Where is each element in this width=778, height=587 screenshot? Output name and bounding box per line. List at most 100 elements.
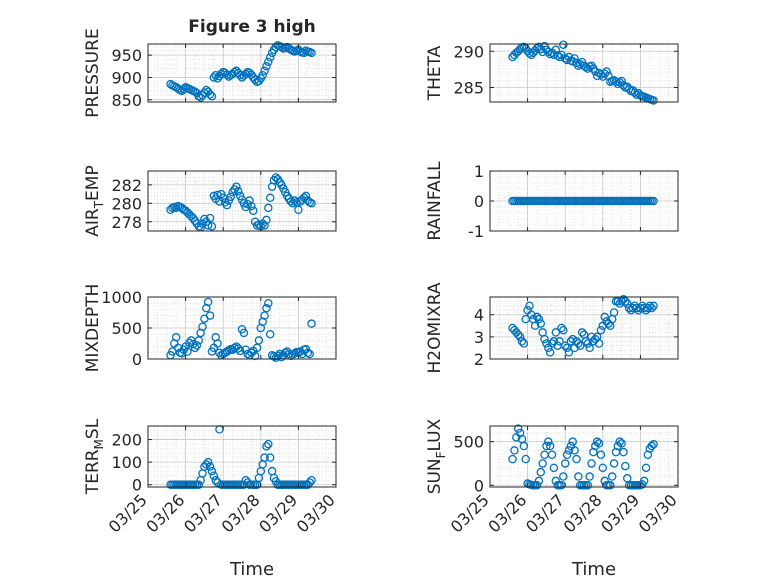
y-tick-label: 500 [453,433,484,452]
data-point [265,329,275,339]
data-point [649,96,658,105]
y-axis-label: THETA [425,45,445,101]
data-point [286,197,296,206]
data-point [536,467,546,477]
data-point [617,76,626,86]
data-point [617,439,626,448]
data-point [615,437,624,446]
data-point [555,337,564,346]
subplot-6: 2 3 4 H2OMIXRA [425,282,679,374]
x-tick-label: 03/25 [105,490,151,536]
data-point [222,200,232,210]
data-point [284,349,294,359]
data-point [649,301,658,311]
data-point [562,450,572,460]
data-point [192,341,202,350]
data-point [235,346,245,356]
subplot-4: -1 0 1 RAINFALL [425,161,679,241]
subplot-8: 0500SUNFLUX03/2503/2603/2703/2803/2903/3… [425,418,681,536]
data-point [602,67,611,76]
x-tick-label: 03/27 [180,490,226,536]
data-point [235,70,245,80]
y-tick-label: 1 [474,162,484,181]
y-tick-label: 3 [474,328,484,347]
x-tick-label: 03/29 [255,490,301,536]
data-point [585,343,594,353]
x-tick-label: 03/28 [218,490,264,536]
data-point [568,437,577,446]
data-point [645,301,655,311]
data-point [260,221,269,230]
y-tick-label: 282 [111,176,142,195]
data-point [262,62,271,71]
data-point [559,472,568,481]
data-point [574,472,583,481]
y-axis-label-main: TERR [83,449,103,495]
data-point [194,480,204,489]
y-tick-label: 290 [453,42,484,61]
data-point [264,57,273,67]
data-point [205,462,215,471]
data-point [307,199,316,208]
y-tick-label: 200 [111,431,142,450]
data-point [643,303,653,313]
data-point [647,441,656,451]
y-axis-label: PRESSURE [83,28,103,117]
data-point [205,213,215,223]
axes-box [147,170,337,232]
data-point [621,461,630,471]
data-point [265,193,275,203]
data-point [205,311,215,320]
y-axis-label-rest: EMP [83,165,103,201]
data-point [551,45,561,55]
y-axis-label-subscript: T [92,200,106,209]
data-point [303,348,313,358]
data-point [572,454,581,464]
data-point [560,54,570,63]
data-point [547,339,557,348]
data-point [641,463,651,473]
data-point [262,442,271,451]
data-point [508,454,517,464]
data-point [544,437,553,446]
data-point [260,453,269,462]
data-point [209,471,219,480]
data-point [254,336,264,345]
y-tick-label: 2 [474,350,484,369]
data-point [171,333,181,342]
x-tick-label: 03/26 [484,490,530,536]
data-point [530,321,540,331]
y-axis-label-subscript: F [434,451,448,458]
data-point [307,319,316,328]
data-point [183,347,192,356]
data-point [190,343,200,353]
data-point [607,472,617,481]
data-point [570,446,579,455]
data-point [540,334,549,344]
figure-title: Figure 3 high [188,17,316,37]
y-tick-label: -1 [468,222,484,241]
axes-box [147,425,337,488]
data-point [207,91,217,101]
data-point [596,325,606,335]
y-tick-label: 278 [111,213,142,232]
axes-box [489,43,679,103]
y-tick-label: 850 [111,91,142,110]
y-tick-label: 0 [132,350,142,369]
x-axis-label-right: Time [571,559,616,580]
data-point [264,203,273,213]
data-point [534,476,544,486]
data-point [575,341,585,350]
data-point [598,463,608,473]
data-point [542,441,551,451]
data-point [233,187,243,196]
data-point [534,314,544,324]
data-point [596,450,606,460]
data-point [647,303,656,313]
data-point [600,312,609,322]
y-axis-label: TERRMSL [83,418,106,495]
data-point [247,201,256,211]
data-point [585,472,594,481]
